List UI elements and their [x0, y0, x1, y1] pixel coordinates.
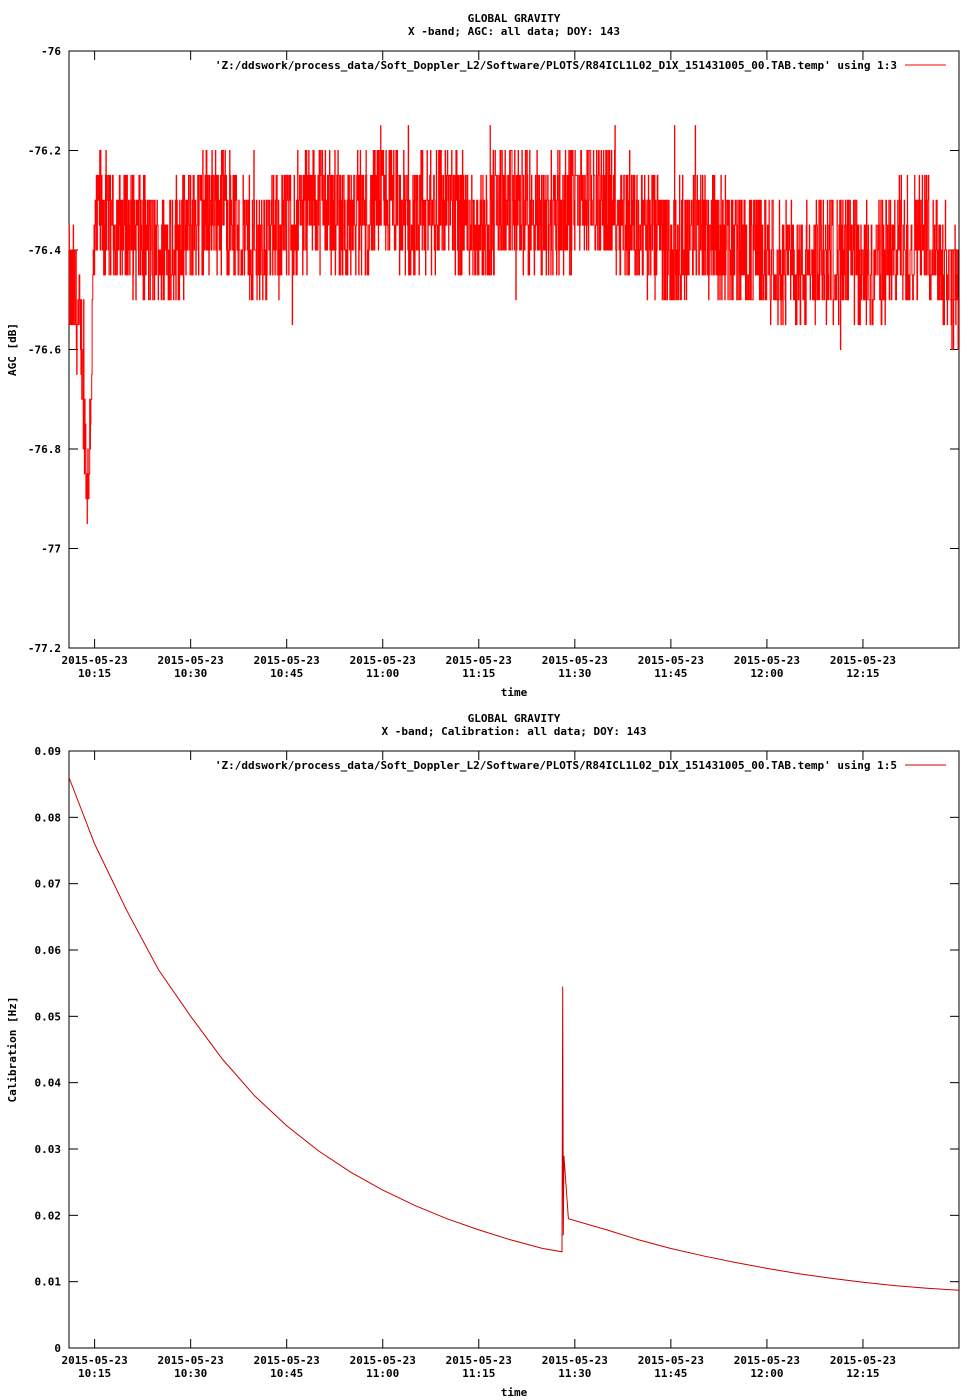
y-tick-label: 0.05	[35, 1010, 62, 1023]
x-tick-time: 10:45	[270, 1367, 303, 1380]
y-tick-label: -77	[41, 543, 61, 556]
x-tick-date: 2015-05-23	[61, 1354, 127, 1367]
x-tick-date: 2015-05-23	[830, 1354, 896, 1367]
x-tick-date: 2015-05-23	[542, 654, 608, 667]
x-tick-time: 11:00	[366, 1367, 399, 1380]
y-tick-label: 0.08	[35, 811, 62, 824]
x-tick-time: 12:15	[846, 667, 879, 680]
x-tick-date: 2015-05-23	[542, 1354, 608, 1367]
y-tick-label: 0.01	[35, 1276, 62, 1289]
x-tick-time: 12:00	[750, 667, 783, 680]
x-tick-date: 2015-05-23	[61, 654, 127, 667]
x-tick-date: 2015-05-23	[158, 1354, 224, 1367]
x-axis-label: time	[501, 1386, 528, 1399]
x-tick-date: 2015-05-23	[638, 654, 704, 667]
series-line	[68, 125, 959, 525]
x-axis-label: time	[501, 686, 528, 699]
y-tick-label: -76.4	[28, 244, 61, 257]
x-tick-time: 11:15	[462, 1367, 495, 1380]
chart-title: GLOBAL GRAVITY	[468, 712, 561, 725]
y-tick-label: -76.6	[28, 344, 61, 357]
x-tick-time: 10:45	[270, 667, 303, 680]
y-tick-label: -76	[41, 45, 61, 58]
x-tick-date: 2015-05-23	[350, 654, 416, 667]
x-tick-date: 2015-05-23	[446, 1354, 512, 1367]
plot-frame	[68, 750, 960, 1349]
x-tick-date: 2015-05-23	[734, 654, 800, 667]
x-tick-time: 11:15	[462, 667, 495, 680]
x-tick-date: 2015-05-23	[830, 654, 896, 667]
x-tick-time: 11:30	[558, 1367, 591, 1380]
y-axis-label: AGC [dB]	[6, 323, 19, 376]
x-tick-time: 10:15	[78, 1367, 111, 1380]
x-tick-date: 2015-05-23	[158, 654, 224, 667]
x-tick-time: 12:00	[750, 1367, 783, 1380]
y-tick-label: 0.09	[35, 745, 62, 758]
chart-subtitle: X -band; AGC: all data; DOY: 143	[408, 25, 620, 38]
x-tick-time: 10:15	[78, 667, 111, 680]
x-tick-date: 2015-05-23	[254, 654, 320, 667]
x-tick-date: 2015-05-23	[446, 654, 512, 667]
x-tick-date: 2015-05-23	[638, 1354, 704, 1367]
legend-label: 'Z:/ddswork/process_data/Soft_Doppler_L2…	[215, 59, 897, 72]
y-tick-label: 0.03	[35, 1143, 62, 1156]
plot-frame	[68, 50, 960, 649]
x-tick-time: 11:00	[366, 667, 399, 680]
series-line	[68, 777, 960, 1291]
x-tick-time: 11:30	[558, 667, 591, 680]
y-tick-label: 0.06	[35, 944, 62, 957]
x-tick-time: 10:30	[174, 667, 207, 680]
x-tick-time: 11:45	[654, 667, 687, 680]
y-tick-label: 0.07	[35, 878, 62, 891]
legend-label: 'Z:/ddswork/process_data/Soft_Doppler_L2…	[215, 759, 897, 772]
x-tick-date: 2015-05-23	[734, 1354, 800, 1367]
x-tick-date: 2015-05-23	[350, 1354, 416, 1367]
y-axis-label: Calibration [Hz]	[6, 997, 19, 1103]
y-tick-label: -77.2	[28, 642, 61, 655]
x-tick-time: 11:45	[654, 1367, 687, 1380]
x-tick-time: 12:15	[846, 1367, 879, 1380]
y-tick-label: 0.04	[35, 1077, 62, 1090]
y-tick-label: 0	[54, 1342, 61, 1355]
chart-subtitle: X -band; Calibration: all data; DOY: 143	[382, 725, 647, 738]
chart-title: GLOBAL GRAVITY	[468, 12, 561, 25]
x-tick-date: 2015-05-23	[254, 1354, 320, 1367]
y-tick-label: 0.02	[35, 1209, 62, 1222]
x-tick-time: 10:30	[174, 1367, 207, 1380]
y-tick-label: -76.2	[28, 145, 61, 158]
y-tick-label: -76.8	[28, 443, 61, 456]
